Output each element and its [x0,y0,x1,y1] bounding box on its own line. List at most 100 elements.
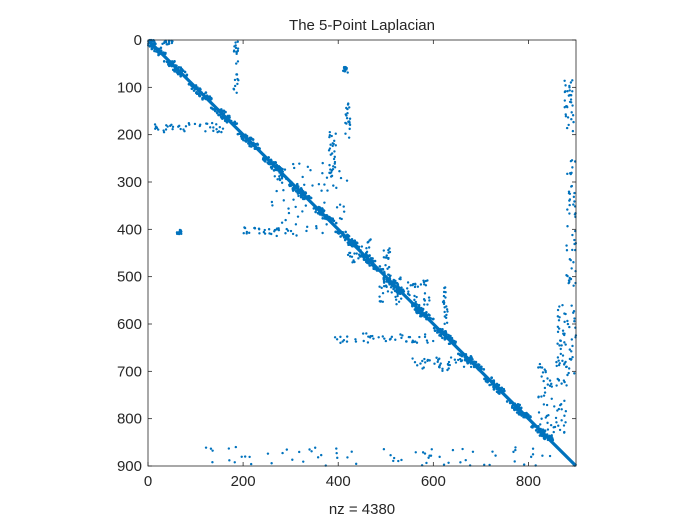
nonzero-point [149,44,153,48]
nonzero-point [343,238,347,242]
nonzero-point [570,267,573,270]
nonzero-point [428,359,431,362]
nonzero-point [554,416,558,420]
nonzero-point [443,338,447,341]
nonzero-point [453,358,457,361]
nonzero-point [407,290,410,293]
nonzero-point [253,147,257,150]
nonzero-point [224,119,228,123]
nonzero-point [235,73,239,76]
nonzero-point [201,93,205,97]
nonzero-point [561,354,565,357]
nonzero-point [267,228,271,231]
nonzero-point [233,45,236,48]
nonzero-point [564,113,567,116]
nonzero-point [386,277,390,280]
nonzero-point [556,342,559,345]
nonzero-point [236,40,239,43]
nonzero-point [412,302,416,305]
nonzero-point [302,191,305,194]
nonzero-point [396,292,400,296]
nonzero-point [421,310,424,314]
nonzero-point [268,232,271,235]
nonzero-point [414,309,418,312]
nonzero-point [243,226,247,230]
nonzero-point [185,73,189,77]
nonzero-point [563,333,566,337]
nonzero-point [571,79,574,82]
nonzero-point [380,286,383,290]
nonzero-point [415,303,419,306]
nonzero-point [242,232,245,235]
nonzero-point [572,311,575,314]
nonzero-point [339,176,343,180]
nonzero-point [292,166,296,170]
nonzero-point [177,66,181,69]
nonzero-point [266,452,270,455]
nonzero-point [170,64,174,68]
nonzero-point [277,227,280,230]
nonzero-point [281,175,284,178]
nonzero-point [421,451,425,454]
nonzero-point [345,117,349,120]
nonzero-point [409,284,412,287]
nonzero-point [240,137,244,140]
nonzero-point [316,456,320,459]
nonzero-point [278,166,282,170]
nonzero-point [566,90,569,93]
nonzero-point [298,162,301,165]
nonzero-point [248,455,251,459]
nonzero-point [558,428,562,432]
nonzero-point [301,175,304,179]
nonzero-point [277,228,281,232]
nonzero-point [492,383,495,386]
nonzero-point [369,238,372,241]
nonzero-point [179,72,183,75]
nonzero-point [232,49,236,52]
nonzero-point [557,319,561,322]
nonzero-point [307,194,311,198]
nonzero-point [558,362,561,365]
nonzero-point [284,218,287,222]
nonzero-point [449,356,453,359]
nonzero-point [315,224,318,228]
nonzero-point [168,62,172,66]
nonzero-point [297,187,300,190]
nonzero-point [449,337,452,341]
nonzero-point [198,124,201,128]
nonzero-point [436,360,439,364]
nonzero-point [338,170,341,173]
nonzero-point [224,117,227,120]
nonzero-point [253,226,256,230]
nonzero-point [423,361,427,364]
nonzero-point [346,456,349,459]
nonzero-point [564,343,567,346]
nonzero-point [361,255,364,258]
nonzero-point [390,335,394,339]
nonzero-point [282,199,285,202]
nonzero-point [198,92,201,96]
nonzero-point [419,283,423,286]
nonzero-point [243,455,247,458]
nonzero-point [281,170,285,173]
nonzero-point [413,285,417,289]
nonzero-point [341,69,345,73]
nonzero-point [345,335,349,338]
nonzero-point [513,404,516,407]
nonzero-point [372,267,375,271]
nonzero-point [347,242,351,245]
nonzero-point [426,303,429,306]
y-tick-label: 900 [117,458,142,475]
nonzero-point [571,114,575,117]
nonzero-point [234,41,237,44]
nonzero-point [523,415,527,419]
nonzero-point [303,183,306,186]
nonzero-point [423,335,427,339]
nonzero-point [562,424,566,427]
nonzero-point [444,332,448,336]
nonzero-point [568,325,571,329]
nonzero-point [531,447,535,450]
nonzero-point [566,322,570,326]
nonzero-point [330,134,333,138]
nonzero-point [482,368,486,371]
